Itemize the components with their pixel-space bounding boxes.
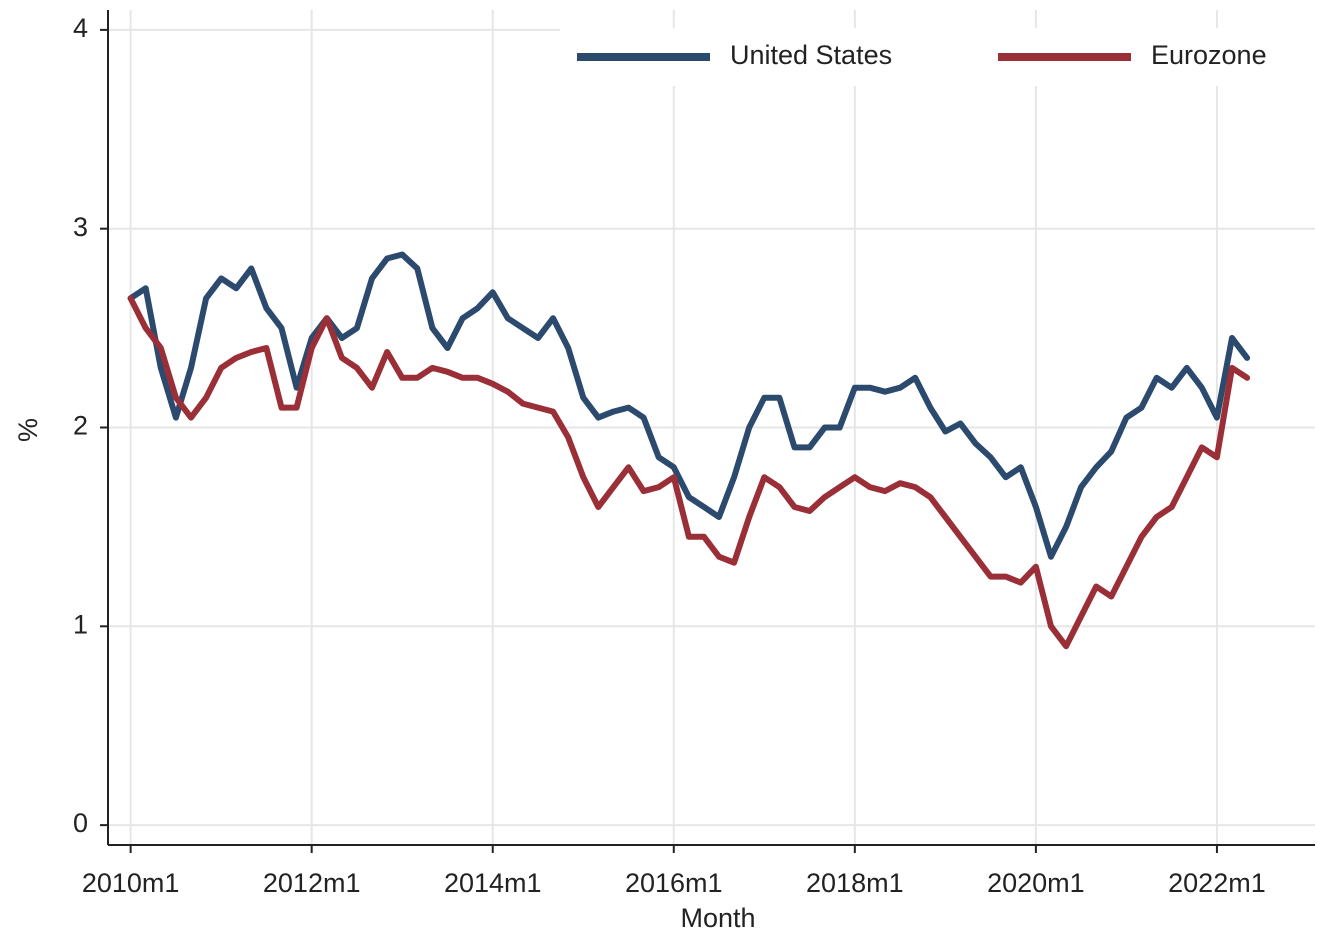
plot-lines	[127, 251, 1251, 650]
y-tick-label: 3	[73, 212, 88, 242]
axes: 0 1 2 3 4 2010m1 2012m1 2014m1 2016m1 2018m1 2020m…	[73, 10, 1315, 898]
x-tick-label: 2012m1	[263, 868, 361, 898]
x-axis-label: Month	[680, 903, 755, 933]
y-tick-label: 0	[73, 808, 88, 838]
x-tick-label: 2020m1	[987, 868, 1085, 898]
y-tick-label: 2	[73, 411, 88, 441]
series-line	[127, 295, 1251, 650]
y-tick-label: 1	[73, 609, 88, 639]
y-axis-label: %	[13, 418, 43, 442]
legend: United States Eurozone	[560, 28, 1315, 86]
series-line	[127, 251, 1251, 560]
legend-label: United States	[730, 40, 892, 70]
x-tick-label: 2018m1	[806, 868, 904, 898]
x-tick-label: 2010m1	[82, 868, 180, 898]
x-tick-label: 2014m1	[444, 868, 542, 898]
x-tick-label: 2022m1	[1168, 868, 1266, 898]
x-tick-label: 2016m1	[625, 868, 723, 898]
y-tick-label: 4	[73, 13, 88, 43]
legend-label: Eurozone	[1151, 40, 1267, 70]
